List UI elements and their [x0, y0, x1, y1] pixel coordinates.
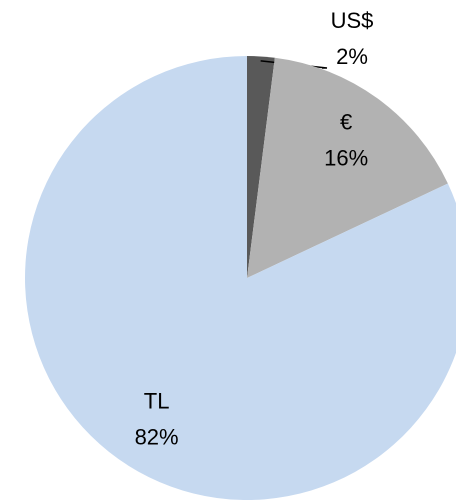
slice-category-label: US$ — [331, 8, 374, 33]
slice-value-label: 2% — [336, 44, 368, 69]
pie-slice — [247, 56, 275, 278]
pie-slice — [25, 56, 456, 500]
slice-category-label: TL — [144, 388, 170, 413]
slice-value-label: 82% — [135, 424, 179, 449]
slice-category-label: € — [340, 109, 352, 134]
pie-slice — [247, 57, 448, 279]
slice-value-label: 16% — [324, 145, 368, 170]
